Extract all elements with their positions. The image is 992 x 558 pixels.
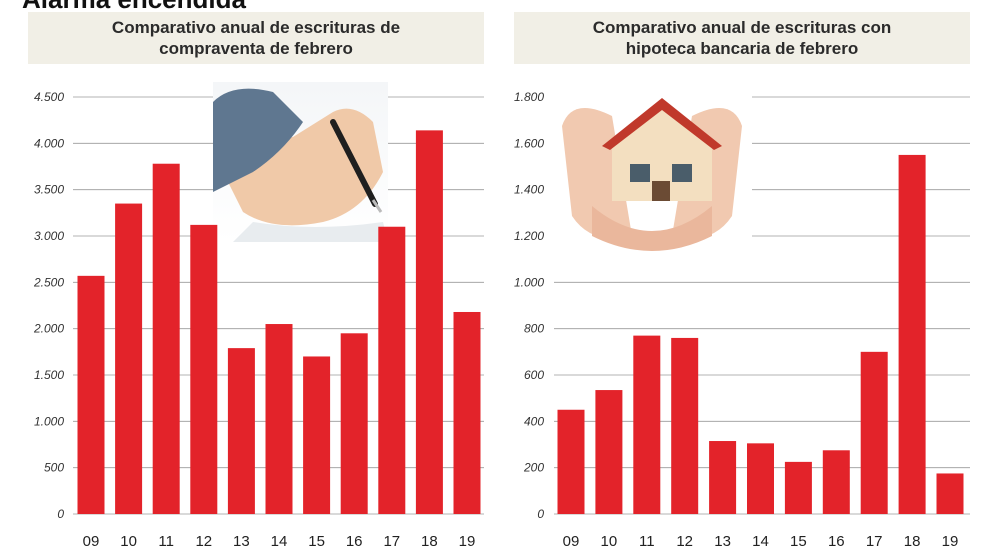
y-tick-label: 0 xyxy=(57,507,64,521)
x-tick-label: 09 xyxy=(563,533,580,550)
bar xyxy=(633,335,661,514)
x-tick-label: 17 xyxy=(383,533,400,550)
x-tick-label: 12 xyxy=(676,533,693,550)
bar xyxy=(595,390,623,514)
y-tick-label: 1.000 xyxy=(514,275,544,289)
x-tick-label: 13 xyxy=(233,533,250,550)
chart-title-box: Comparativo anual de escrituras con hipo… xyxy=(514,12,970,64)
x-tick-label: 15 xyxy=(308,533,325,550)
bar xyxy=(77,275,105,514)
chart-title-box: Comparativo anual de escrituras de compr… xyxy=(28,12,484,64)
hand-writing-pen-icon xyxy=(213,82,388,242)
bar xyxy=(303,356,331,514)
x-tick-label: 17 xyxy=(866,533,883,550)
bar xyxy=(936,473,964,514)
bar xyxy=(747,443,774,514)
x-tick-label: 19 xyxy=(459,533,476,550)
bar xyxy=(453,311,481,514)
bar xyxy=(265,324,293,514)
y-tick-label: 400 xyxy=(524,414,544,428)
x-tick-label: 18 xyxy=(904,533,921,550)
x-tick-label: 10 xyxy=(120,533,137,550)
x-tick-label: 14 xyxy=(752,533,769,550)
bar xyxy=(190,224,218,514)
bar xyxy=(557,409,585,514)
y-tick-label: 1.400 xyxy=(514,183,544,197)
x-tick-label: 11 xyxy=(158,533,174,550)
x-tick-label: 11 xyxy=(639,533,655,550)
x-tick-label: 16 xyxy=(828,533,845,550)
y-tick-label: 1.200 xyxy=(514,229,544,243)
bar xyxy=(415,130,443,515)
x-tick-label: 14 xyxy=(271,533,288,550)
x-tick-label: 10 xyxy=(601,533,618,550)
x-tick-label: 15 xyxy=(790,533,807,550)
bar-chart-hipoteca: 0 200 400 600 800 1.000 1.200 1.400 1.600 1.800 09… xyxy=(514,86,970,550)
y-tick-label: 800 xyxy=(524,322,544,336)
bar xyxy=(784,461,812,514)
bar xyxy=(898,154,926,514)
y-tick-label: 600 xyxy=(524,368,544,382)
bar xyxy=(822,450,850,514)
y-tick-label: 1.500 xyxy=(34,368,64,382)
y-tick-label: 3.000 xyxy=(34,229,64,243)
bar xyxy=(227,348,255,514)
chart-panel-compraventa: Comparativo anual de escrituras de compr… xyxy=(28,12,484,558)
page-headline: Alarma encendida xyxy=(22,0,246,12)
y-tick-label: 4.500 xyxy=(34,90,64,104)
x-tick-label: 19 xyxy=(942,533,959,550)
chart-panel-hipoteca: Comparativo anual de escrituras con hipo… xyxy=(514,12,970,558)
y-tick-label: 200 xyxy=(523,461,544,475)
x-tick-label: 12 xyxy=(195,533,212,550)
x-tick-label: 16 xyxy=(346,533,363,550)
bar xyxy=(671,337,699,514)
y-tick-label: 0 xyxy=(537,507,544,521)
bar xyxy=(152,163,180,514)
y-tick-label: 1.600 xyxy=(514,136,544,150)
y-tick-label: 1.800 xyxy=(514,90,544,104)
x-tick-label: 09 xyxy=(83,533,100,550)
bar-chart-compraventa: 0 500 1.000 1.500 2.000 2.500 3.000 3.500 4.000 4… xyxy=(33,82,484,550)
bar xyxy=(115,203,143,515)
y-tick-label: 4.000 xyxy=(34,136,64,150)
y-tick-label: 2.500 xyxy=(33,275,64,289)
bar xyxy=(378,226,406,514)
x-tick-label: 13 xyxy=(714,533,731,550)
y-tick-label: 3.500 xyxy=(34,183,64,197)
chart-title: Comparativo anual de escrituras de compr… xyxy=(111,18,401,58)
chart-title: Comparativo anual de escrituras con hipo… xyxy=(592,18,892,58)
bar xyxy=(860,351,888,514)
bar xyxy=(709,441,737,514)
hands-holding-house-icon xyxy=(552,86,752,256)
x-tick-label: 18 xyxy=(421,533,438,550)
y-tick-label: 500 xyxy=(44,461,64,475)
bar xyxy=(340,333,368,514)
y-tick-label: 2.000 xyxy=(33,322,64,336)
y-tick-label: 1.000 xyxy=(34,414,64,428)
